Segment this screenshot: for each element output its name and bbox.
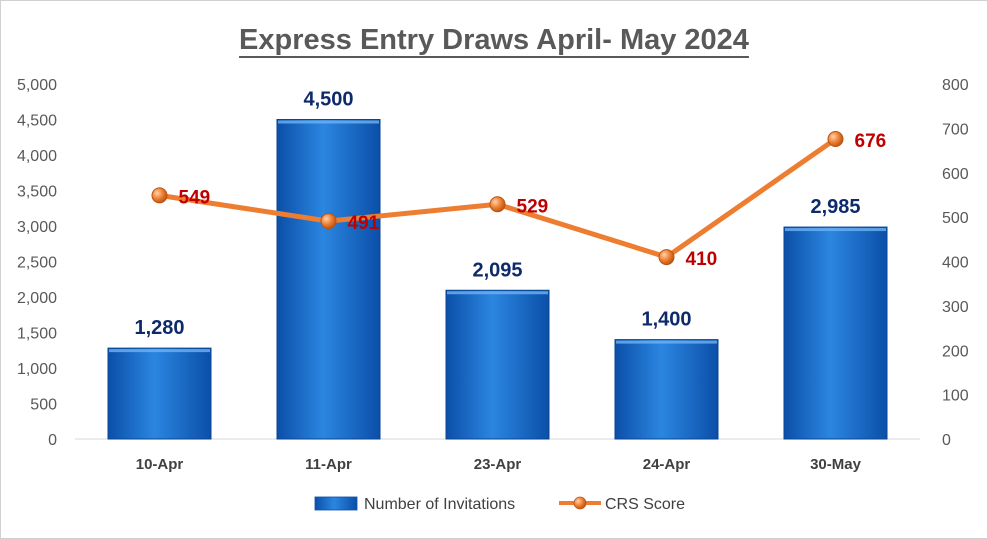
crs-value-label: 491	[348, 213, 380, 234]
bar-highlight	[616, 340, 717, 344]
bar-value-label: 4,500	[303, 89, 353, 111]
y-left-tick-label: 4,000	[17, 148, 57, 165]
bar-value-label: 1,400	[641, 309, 691, 331]
chart-title: Express Entry Draws April- May 2024	[239, 24, 749, 56]
y-left-tick-label: 1,500	[17, 326, 57, 343]
y-left-tick-label: 3,500	[17, 184, 57, 201]
y-left-tick-label: 2,500	[17, 255, 57, 272]
legend-swatch-crs-marker	[573, 496, 587, 510]
bar-highlight	[278, 120, 379, 124]
bar-30-May	[783, 226, 888, 440]
y-right-tick-label: 0	[942, 432, 951, 449]
bar-10-Apr	[107, 347, 212, 440]
crs-value-label: 529	[517, 196, 549, 217]
line-series: 549 491 529 410 676	[151, 131, 887, 270]
y-axis-left: 0 500 1,000 1,500 2,000 2,500 3,000 3,500 4,000 4…	[17, 77, 57, 449]
crs-marker-23-Apr	[489, 196, 506, 213]
crs-marker-11-Apr	[320, 213, 337, 230]
y-left-tick-label: 4,500	[17, 113, 57, 130]
bar-highlight	[109, 349, 210, 353]
bar-23-Apr	[445, 289, 550, 440]
bar-11-Apr	[276, 119, 381, 440]
y-left-tick-label: 5,000	[17, 77, 57, 94]
crs-marker-10-Apr	[151, 187, 168, 204]
y-right-tick-label: 800	[942, 77, 969, 94]
x-axis: 10-Apr 11-Apr 23-Apr 24-Apr 30-May	[136, 456, 862, 473]
legend-swatch-invitations	[314, 496, 358, 511]
legend: Number of Invitations CRS Score	[314, 496, 685, 513]
x-tick-label: 10-Apr	[136, 456, 184, 473]
y-left-tick-label: 1,000	[17, 361, 57, 378]
y-right-tick-label: 100	[942, 388, 969, 405]
y-right-tick-label: 200	[942, 343, 969, 360]
bar-highlight	[785, 228, 886, 232]
y-left-tick-label: 2,000	[17, 290, 57, 307]
crs-marker-24-Apr	[658, 249, 675, 266]
crs-value-label: 410	[686, 249, 718, 270]
y-right-tick-label: 600	[942, 166, 969, 183]
bar-series: 1,280 4,500 2,095 1,400 2,985	[107, 89, 888, 440]
y-right-tick-label: 400	[942, 255, 969, 272]
y-left-tick-label: 0	[48, 432, 57, 449]
x-tick-label: 24-Apr	[643, 456, 691, 473]
x-tick-label: 23-Apr	[474, 456, 522, 473]
legend-label-invitations: Number of Invitations	[364, 496, 515, 513]
y-axis-right: 0 100 200 300 400 500 600 700 800	[942, 77, 969, 449]
x-tick-label: 30-May	[810, 456, 862, 473]
y-left-tick-label: 3,000	[17, 219, 57, 236]
legend-label-crs: CRS Score	[605, 496, 685, 513]
bar-24-Apr	[614, 339, 719, 440]
bar-value-label: 1,280	[134, 317, 184, 339]
bar-value-label: 2,985	[810, 196, 860, 218]
bar-value-label: 2,095	[472, 259, 522, 281]
x-tick-label: 11-Apr	[305, 456, 352, 473]
bar-highlight	[447, 291, 548, 295]
crs-value-label: 676	[855, 131, 887, 152]
y-right-tick-label: 700	[942, 121, 969, 138]
y-right-tick-label: 500	[942, 210, 969, 227]
crs-value-label: 549	[179, 187, 211, 208]
y-left-tick-label: 500	[30, 397, 57, 414]
y-right-tick-label: 300	[942, 299, 969, 316]
crs-marker-30-May	[827, 131, 844, 148]
